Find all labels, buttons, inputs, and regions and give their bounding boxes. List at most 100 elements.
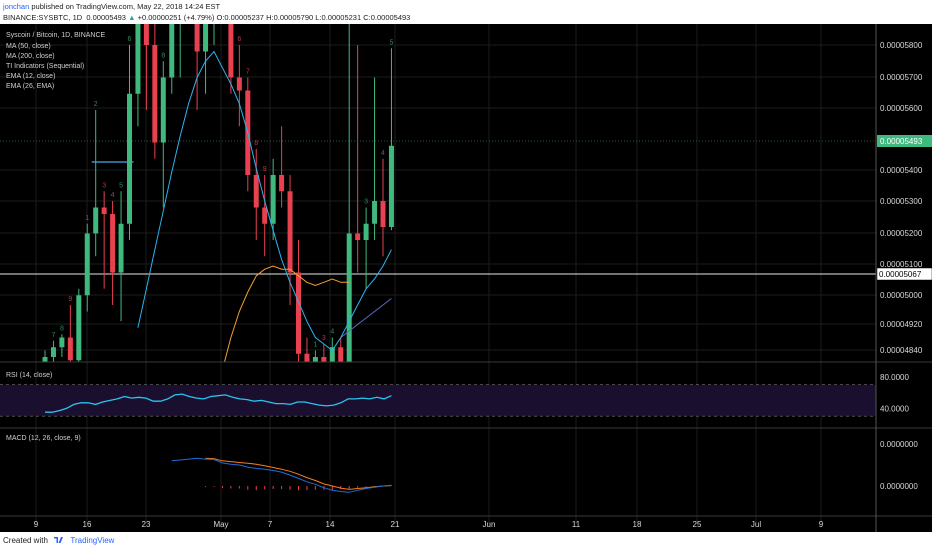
candle-body[interactable] xyxy=(203,24,209,52)
price-plot[interactable]: 789123456891234567891342345 xyxy=(0,24,876,409)
sequential-count-label: 2 xyxy=(94,101,98,108)
candle-body[interactable] xyxy=(84,233,90,296)
candle-body[interactable] xyxy=(262,207,268,224)
crosshair-price-tag-text: 0.00005067 xyxy=(879,270,922,279)
candle-body[interactable] xyxy=(270,175,276,224)
sequential-count-label: 3 xyxy=(322,335,326,342)
candle-body[interactable] xyxy=(194,24,200,52)
candle-body[interactable] xyxy=(101,207,107,215)
legend-ti-sequential[interactable]: TI Indicators (Sequential) xyxy=(6,63,84,70)
price-pane[interactable]: 789123456891234567891342345 xyxy=(0,24,876,409)
time-tick-label: 25 xyxy=(693,520,702,529)
candle-body[interactable] xyxy=(67,337,73,361)
candle-body[interactable] xyxy=(118,223,124,273)
candle-body[interactable] xyxy=(372,201,378,224)
candle-body[interactable] xyxy=(329,347,335,376)
time-tick-label: 9 xyxy=(34,520,39,529)
sequential-count-label: 9 xyxy=(263,166,267,173)
legend-ma200[interactable]: MA (200, close) xyxy=(6,53,55,60)
sequential-count-label: 4 xyxy=(330,329,334,336)
candle-body[interactable] xyxy=(304,353,310,370)
candle-body[interactable] xyxy=(93,207,99,234)
sequential-count-label: 8 xyxy=(254,140,258,147)
candle-body[interactable] xyxy=(143,24,149,45)
candle-body[interactable] xyxy=(363,223,369,240)
candle-body[interactable] xyxy=(296,272,301,354)
price-tick-label: 0.00004840 xyxy=(880,346,923,355)
candle-body[interactable] xyxy=(380,201,386,227)
last-price: 0.00005493 xyxy=(86,13,126,22)
sequential-count-label: 3 xyxy=(364,199,368,206)
legend: Syscoin / Bitcoin, 1D, BINANCE MA (50, c… xyxy=(6,32,106,442)
candle-body[interactable] xyxy=(135,24,141,94)
rsi-pane[interactable] xyxy=(0,384,876,417)
sequential-count-label: 1 xyxy=(85,215,89,222)
price-tick-label: 0.00005800 xyxy=(880,41,923,50)
candle-body[interactable] xyxy=(321,357,327,377)
candle-body[interactable] xyxy=(355,233,361,241)
sequential-count-label: 5 xyxy=(389,39,393,46)
candle-body[interactable] xyxy=(127,93,132,224)
footer: Created with TradingView xyxy=(0,532,932,550)
candle-body[interactable] xyxy=(50,347,56,357)
rsi-label[interactable]: RSI (14, close) xyxy=(6,372,52,379)
ma50-line[interactable] xyxy=(137,50,392,352)
candle-body[interactable] xyxy=(287,191,293,273)
candle-body[interactable] xyxy=(228,24,234,78)
sequential-count-label: 8 xyxy=(161,52,165,59)
sequential-count-label: 4 xyxy=(111,192,115,199)
candle-body[interactable] xyxy=(76,295,82,361)
legend-ma50[interactable]: MA (50, close) xyxy=(6,43,51,50)
candle-body[interactable] xyxy=(279,175,285,192)
sequential-count-label: 3 xyxy=(102,182,106,189)
rsi-tick-label: 80.0000 xyxy=(880,373,909,382)
ema26-line[interactable] xyxy=(340,298,392,338)
last-price-tag xyxy=(877,135,932,147)
header: jonchan published on TradingView.com, Ma… xyxy=(0,0,932,24)
author-link[interactable]: jonchan xyxy=(3,2,30,11)
candle-body[interactable] xyxy=(338,347,344,376)
chart-area[interactable]: 789123456891234567891342345 0.000058000.… xyxy=(0,24,932,532)
price-tick-label: 0.00005600 xyxy=(880,104,923,113)
price-tick-label: 0.00005700 xyxy=(880,73,923,82)
created-with-text: Created with xyxy=(3,536,48,545)
legend-ema26[interactable]: EMA (26, EMA) xyxy=(6,83,54,90)
chart-background xyxy=(0,24,932,532)
price-tick-label: 0.00005300 xyxy=(880,197,923,206)
candle-body[interactable] xyxy=(312,357,318,370)
legend-ema12[interactable]: EMA (12, close) xyxy=(6,73,55,80)
candle-body[interactable] xyxy=(236,77,242,91)
sequential-count-label: 6 xyxy=(128,36,132,43)
axes: 0.00005800 0.00005700 0.00005600 0.00005400… xyxy=(0,24,932,532)
candle-body[interactable] xyxy=(59,337,65,348)
candle-body[interactable] xyxy=(169,24,175,78)
sequential-count-label: 4 xyxy=(381,150,385,157)
candle-body[interactable] xyxy=(160,77,166,143)
legend-title: Syscoin / Bitcoin, 1D, BINANCE xyxy=(6,32,106,39)
macd-line[interactable] xyxy=(171,457,392,493)
credit-line: Created with TradingView xyxy=(3,536,114,545)
candle-body[interactable] xyxy=(388,145,394,227)
macd-label[interactable]: MACD (12, 26, close, 9) xyxy=(6,435,81,442)
candle-body[interactable] xyxy=(346,233,352,377)
price-tick-label: 0.00005100 xyxy=(880,260,923,269)
tradingview-brand-link[interactable]: TradingView xyxy=(70,536,115,545)
candle-body[interactable] xyxy=(110,214,116,273)
candle-body[interactable] xyxy=(42,357,48,403)
macd-pane[interactable] xyxy=(171,457,392,493)
symbol-label: BINANCE:SYSBTC, 1D xyxy=(3,13,83,22)
time-tick-label: 16 xyxy=(83,520,92,529)
sequential-count-label: 8 xyxy=(60,325,64,332)
candle-body[interactable] xyxy=(253,175,259,208)
ohlc-values: O:0.00005237 H:0.00005790 L:0.00005231 C… xyxy=(216,13,411,22)
time-tick-label: Jun xyxy=(483,520,496,529)
time-tick-label: 9 xyxy=(819,520,824,529)
candle-body[interactable] xyxy=(152,45,158,143)
sequential-count-label: 1 xyxy=(313,342,317,349)
change-arrow-icon: ▲ xyxy=(128,13,136,22)
macd-signal-line[interactable] xyxy=(205,457,392,490)
time-tick-label: 21 xyxy=(391,520,400,529)
price-tick-label: 0.00004920 xyxy=(880,320,923,329)
rsi-line[interactable] xyxy=(45,393,392,413)
ma200-line[interactable] xyxy=(222,265,350,370)
